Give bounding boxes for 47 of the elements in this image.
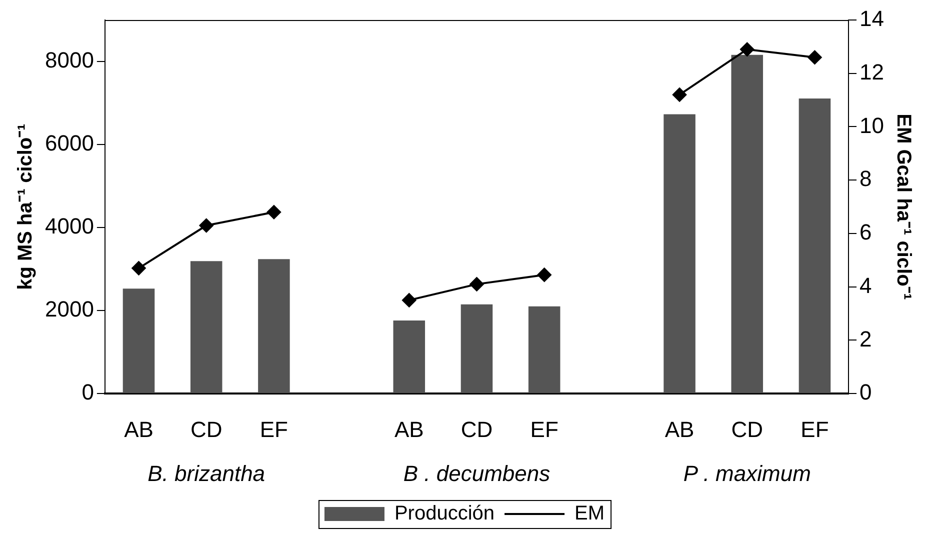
- y2-tick-label: 4: [860, 272, 872, 298]
- x-tick-label: EF: [800, 416, 829, 442]
- legend-label: Producción: [394, 502, 495, 525]
- point: [537, 268, 552, 282]
- text: B. brizantha: [148, 461, 266, 486]
- point: [672, 88, 687, 102]
- x-tick-label: EF: [530, 416, 558, 442]
- bar: [460, 304, 493, 394]
- legend-label: EM: [574, 502, 605, 525]
- bar: [258, 259, 290, 394]
- point: [740, 42, 754, 56]
- x-tick-label: CD: [731, 416, 764, 442]
- x-tick-label: AB: [394, 416, 424, 442]
- bar: [798, 98, 831, 394]
- point: [470, 277, 484, 292]
- text: P . maximum: [683, 461, 811, 486]
- y2-tick-label: 14: [860, 6, 884, 32]
- y-tick-label: 0: [82, 380, 94, 405]
- y2-axis-title: EM Gcal ha⁻¹ ciclo⁻¹: [892, 114, 914, 300]
- x-tick-label: EF: [260, 416, 288, 442]
- y2-tick-label: 2: [860, 326, 872, 352]
- y2-tick-label: 8: [860, 166, 872, 192]
- bar: [122, 288, 155, 394]
- bar: [393, 320, 426, 394]
- y2-tick-label: 6: [860, 220, 872, 245]
- x-tick-label: AB: [124, 416, 154, 442]
- point: [808, 50, 822, 64]
- y2-tick-label: 0: [860, 380, 872, 405]
- x-tick-label: CD: [190, 416, 222, 442]
- y-tick-label: 8000: [44, 48, 94, 73]
- text: B . decumbens: [403, 461, 550, 486]
- y-tick-label: 4000: [44, 214, 94, 239]
- point: [132, 261, 146, 276]
- y-axis-title: kg MS ha⁻¹ ciclo⁻¹: [14, 123, 37, 290]
- y-tick-label: 6000: [44, 130, 94, 156]
- bar: [664, 114, 696, 394]
- bar: [528, 306, 560, 394]
- y2-tick-label: 10: [860, 112, 884, 138]
- bar: [190, 261, 222, 394]
- bar: [731, 54, 764, 394]
- point: [402, 293, 416, 308]
- point: [199, 218, 214, 232]
- y-tick-label: 2000: [44, 296, 94, 322]
- y2-tick-label: 12: [860, 59, 884, 84]
- x-tick-label: CD: [460, 416, 493, 442]
- point: [266, 205, 281, 220]
- x-tick-label: AB: [664, 416, 694, 442]
